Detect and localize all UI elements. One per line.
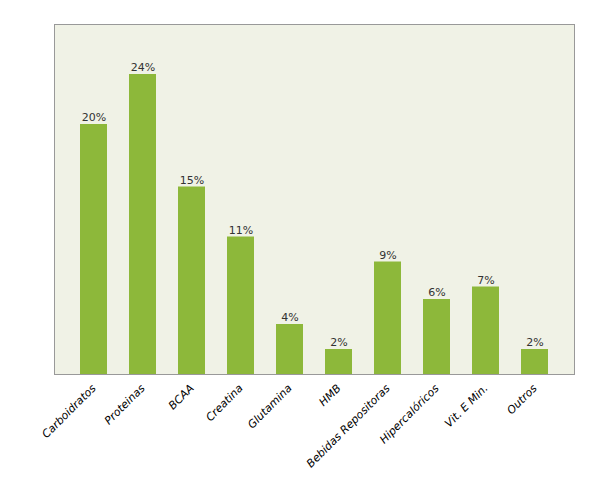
svg-text:BCAA: BCAA: [166, 382, 197, 413]
svg-text:11%: 11%: [229, 224, 253, 237]
svg-text:Proteinas: Proteinas: [102, 382, 148, 428]
svg-text:Creatina: Creatina: [203, 382, 245, 424]
svg-text:15%: 15%: [180, 174, 204, 187]
svg-text:Bebidas Repositoras: Bebidas Repositoras: [304, 382, 393, 471]
svg-text:7%: 7%: [477, 274, 494, 287]
svg-text:9%: 9%: [379, 249, 396, 262]
svg-text:6%: 6%: [428, 286, 445, 299]
svg-text:Carboidratos: Carboidratos: [39, 382, 98, 441]
svg-text:Vit. E Min.: Vit. E Min.: [442, 382, 490, 430]
svg-text:Outros: Outros: [504, 382, 539, 417]
svg-text:24%: 24%: [131, 61, 155, 74]
svg-text:2%: 2%: [526, 336, 543, 349]
svg-text:2%: 2%: [330, 336, 347, 349]
svg-text:4%: 4%: [281, 311, 298, 324]
svg-text:Hipercalóricos: Hipercalóricos: [377, 382, 442, 447]
svg-text:HMB: HMB: [317, 382, 344, 409]
svg-text:Glutamina: Glutamina: [245, 382, 295, 432]
svg-text:20%: 20%: [82, 111, 106, 124]
